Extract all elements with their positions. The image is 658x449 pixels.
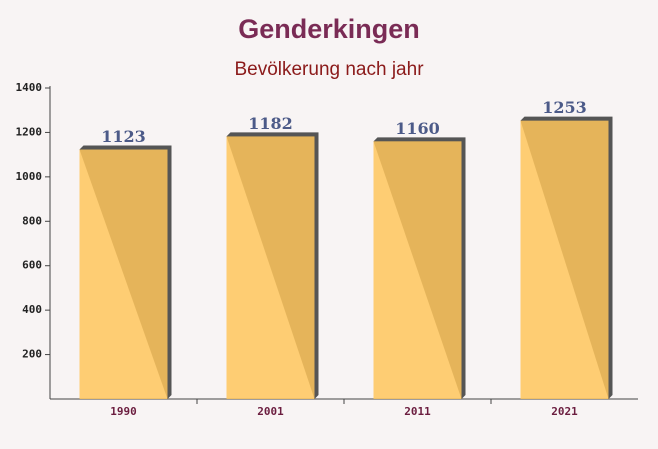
chart-title: Genderkingen bbox=[238, 14, 420, 44]
value-label: 1160 bbox=[395, 119, 440, 138]
x-tick-label: 1990 bbox=[110, 405, 137, 418]
y-tick-label: 1000 bbox=[16, 170, 43, 183]
x-tick-label: 2021 bbox=[551, 405, 578, 418]
value-label: 1253 bbox=[542, 98, 587, 117]
y-tick-label: 1200 bbox=[16, 125, 43, 138]
y-tick-label: 600 bbox=[22, 259, 42, 272]
bar bbox=[373, 141, 462, 400]
bar bbox=[520, 120, 609, 399]
value-label: 1123 bbox=[101, 127, 146, 146]
bar bbox=[226, 136, 315, 400]
y-tick-label: 200 bbox=[22, 348, 42, 361]
y-tick-label: 1400 bbox=[16, 81, 43, 94]
x-tick-label: 2001 bbox=[257, 405, 284, 418]
value-label: 1182 bbox=[248, 114, 293, 133]
chart-subtitle: Bevölkerung nach jahr bbox=[234, 59, 424, 80]
y-tick-label: 400 bbox=[22, 303, 42, 316]
y-tick-label: 800 bbox=[22, 214, 42, 227]
x-tick-label: 2011 bbox=[404, 405, 431, 418]
bar bbox=[79, 149, 168, 399]
